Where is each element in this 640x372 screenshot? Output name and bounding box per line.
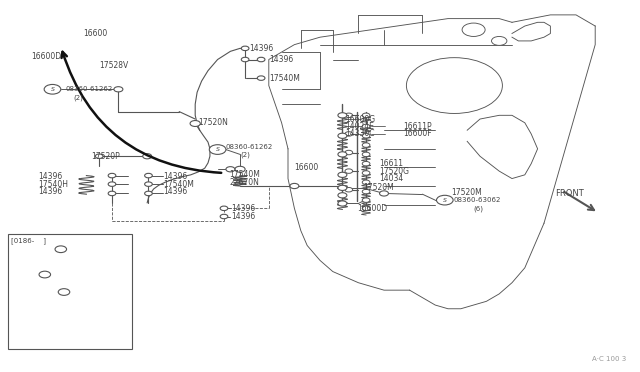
Text: 14396: 14396 bbox=[163, 172, 188, 181]
Text: (6): (6) bbox=[474, 205, 484, 212]
Circle shape bbox=[108, 182, 116, 186]
Circle shape bbox=[362, 161, 370, 166]
Text: (2): (2) bbox=[240, 152, 250, 158]
Circle shape bbox=[462, 23, 485, 36]
Text: 17528V: 17528V bbox=[99, 61, 129, 70]
Text: 17540M: 17540M bbox=[269, 74, 300, 83]
Text: 16611P: 16611P bbox=[403, 122, 432, 131]
Circle shape bbox=[338, 185, 347, 190]
Circle shape bbox=[95, 154, 103, 158]
Circle shape bbox=[436, 195, 453, 205]
Circle shape bbox=[145, 173, 152, 178]
Circle shape bbox=[55, 246, 67, 253]
Circle shape bbox=[39, 271, 51, 278]
Text: 08360-61262: 08360-61262 bbox=[65, 86, 113, 92]
Circle shape bbox=[257, 57, 265, 62]
Text: 08360-61262: 08360-61262 bbox=[225, 144, 273, 150]
Circle shape bbox=[362, 113, 370, 118]
Text: 14396: 14396 bbox=[38, 187, 63, 196]
Text: 16600G: 16600G bbox=[346, 115, 376, 124]
Circle shape bbox=[190, 121, 200, 126]
Circle shape bbox=[338, 201, 347, 206]
Circle shape bbox=[58, 289, 70, 295]
Circle shape bbox=[380, 191, 388, 196]
Circle shape bbox=[241, 46, 249, 51]
Text: 14396: 14396 bbox=[232, 204, 256, 213]
Circle shape bbox=[235, 166, 245, 172]
Text: 14396: 14396 bbox=[38, 172, 63, 181]
Circle shape bbox=[362, 171, 370, 175]
Circle shape bbox=[345, 187, 353, 192]
Circle shape bbox=[362, 124, 370, 129]
Text: 14330C: 14330C bbox=[346, 129, 375, 138]
Circle shape bbox=[143, 154, 152, 159]
Circle shape bbox=[362, 152, 370, 157]
Text: (2): (2) bbox=[74, 94, 83, 101]
Text: S: S bbox=[216, 147, 220, 152]
Circle shape bbox=[362, 180, 370, 185]
Text: 17520N: 17520N bbox=[198, 118, 228, 127]
Text: 14396: 14396 bbox=[232, 212, 256, 221]
Text: 22670N: 22670N bbox=[229, 178, 259, 187]
Text: 14396: 14396 bbox=[269, 55, 293, 64]
Text: 16600: 16600 bbox=[294, 163, 319, 172]
Circle shape bbox=[108, 191, 116, 196]
Text: 17520M: 17520M bbox=[451, 188, 482, 197]
Circle shape bbox=[226, 167, 235, 172]
Circle shape bbox=[145, 191, 152, 196]
Text: 16600D: 16600D bbox=[31, 52, 61, 61]
Text: 16600D: 16600D bbox=[357, 204, 387, 213]
Circle shape bbox=[209, 145, 226, 154]
Circle shape bbox=[345, 169, 353, 173]
Circle shape bbox=[338, 172, 347, 177]
Circle shape bbox=[338, 152, 347, 157]
Text: 16600F: 16600F bbox=[403, 129, 432, 138]
Circle shape bbox=[362, 189, 370, 194]
Circle shape bbox=[345, 113, 353, 118]
Text: 08360-63062: 08360-63062 bbox=[453, 197, 500, 203]
Circle shape bbox=[362, 143, 370, 147]
Text: [0186-    ]: [0186- ] bbox=[11, 237, 46, 244]
Circle shape bbox=[345, 132, 353, 136]
Circle shape bbox=[108, 173, 116, 178]
Text: 16600: 16600 bbox=[83, 29, 108, 38]
Circle shape bbox=[362, 198, 370, 202]
Circle shape bbox=[362, 134, 370, 138]
Text: 16611: 16611 bbox=[379, 159, 403, 168]
Text: 17520M: 17520M bbox=[364, 183, 394, 192]
Circle shape bbox=[345, 150, 353, 155]
Circle shape bbox=[257, 76, 265, 80]
Text: S: S bbox=[443, 198, 447, 203]
Text: 14024E: 14024E bbox=[346, 122, 374, 131]
Circle shape bbox=[362, 206, 370, 211]
Text: A·C 100 3: A·C 100 3 bbox=[591, 356, 626, 362]
Circle shape bbox=[44, 84, 61, 94]
Circle shape bbox=[114, 87, 123, 92]
Circle shape bbox=[406, 58, 502, 113]
Text: 17520P: 17520P bbox=[92, 152, 120, 161]
Text: 17540M: 17540M bbox=[229, 170, 260, 179]
Circle shape bbox=[220, 206, 228, 211]
Text: FRONT: FRONT bbox=[556, 189, 584, 198]
Circle shape bbox=[145, 182, 152, 186]
Text: 14034: 14034 bbox=[379, 174, 403, 183]
Circle shape bbox=[241, 57, 249, 62]
Circle shape bbox=[492, 36, 507, 45]
Circle shape bbox=[338, 193, 347, 198]
Circle shape bbox=[220, 214, 228, 219]
FancyBboxPatch shape bbox=[8, 234, 132, 349]
Text: 17540M: 17540M bbox=[163, 180, 194, 189]
Text: 17540H: 17540H bbox=[38, 180, 68, 189]
Circle shape bbox=[338, 133, 347, 138]
Text: 14396: 14396 bbox=[250, 44, 274, 53]
Circle shape bbox=[338, 113, 347, 118]
Circle shape bbox=[290, 183, 299, 189]
Text: 17520G: 17520G bbox=[379, 167, 409, 176]
Text: 14396: 14396 bbox=[163, 187, 188, 196]
Text: S: S bbox=[51, 87, 54, 92]
